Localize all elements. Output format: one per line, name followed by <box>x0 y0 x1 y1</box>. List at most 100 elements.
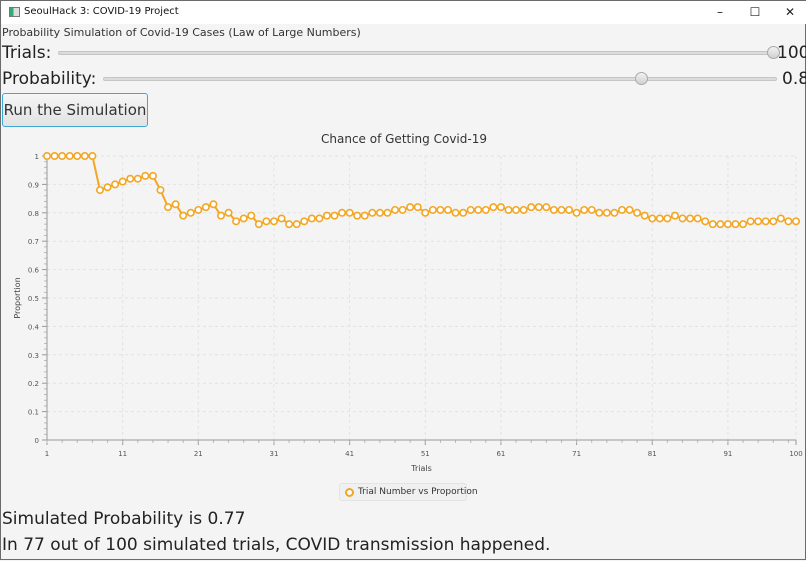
data-point <box>126 174 135 183</box>
data-point <box>217 211 226 220</box>
data-point <box>504 205 513 214</box>
data-point <box>542 203 551 212</box>
data-point <box>557 205 566 214</box>
data-point <box>587 205 596 214</box>
data-point <box>474 205 483 214</box>
data-point <box>723 220 732 229</box>
x-tick-label: 81 <box>648 450 657 458</box>
x-axis-label: Trials <box>410 464 432 473</box>
data-point <box>391 205 400 214</box>
y-tick-label: 0.1 <box>28 409 39 417</box>
data-point <box>443 205 452 214</box>
data-point <box>565 205 574 214</box>
x-tick-label: 41 <box>345 450 354 458</box>
data-point <box>80 152 89 161</box>
data-point <box>406 203 415 212</box>
data-point <box>746 217 755 226</box>
data-point <box>73 152 82 161</box>
page-header: Probability Simulation of Covid-19 Cases… <box>2 26 361 39</box>
data-point <box>421 208 430 217</box>
data-point <box>353 211 362 220</box>
chart-legend: Trial Number vs Proportion <box>339 483 478 501</box>
data-point <box>50 152 59 161</box>
data-point <box>580 205 589 214</box>
data-point <box>527 203 536 212</box>
x-tick-label: 1 <box>45 450 49 458</box>
data-point <box>686 214 695 223</box>
close-button[interactable]: ✕ <box>784 5 796 19</box>
data-point <box>633 208 642 217</box>
data-point <box>232 217 241 226</box>
data-point <box>118 177 127 186</box>
data-point <box>322 211 331 220</box>
data-point <box>111 180 120 189</box>
data-point <box>731 220 740 229</box>
window-title: SeoulHack 3: COVID-19 Project <box>24 6 179 17</box>
x-tick-label: 11 <box>118 450 127 458</box>
data-point <box>95 186 104 195</box>
x-tick-label: 21 <box>194 450 203 458</box>
data-point <box>171 200 180 209</box>
trials-slider-thumb[interactable] <box>767 46 780 59</box>
minimize-button[interactable]: – <box>717 5 723 19</box>
simulated-probability-text: Simulated Probability is 0.77 <box>2 509 246 529</box>
data-point <box>776 214 785 223</box>
data-point <box>610 208 619 217</box>
data-point <box>428 205 437 214</box>
data-point <box>451 208 460 217</box>
data-point <box>670 211 679 220</box>
trials-value: 100 <box>777 43 806 63</box>
y-tick-label: 0.4 <box>28 323 40 331</box>
data-point <box>133 174 142 183</box>
probability-value: 0.8 <box>782 69 806 89</box>
x-tick-label: 91 <box>723 450 732 458</box>
simulation-summary-text: In 77 out of 100 simulated trials, COVID… <box>2 535 551 555</box>
probability-slider-thumb[interactable] <box>635 72 649 85</box>
title-bar: SeoulHack 3: COVID-19 Project – ☐ ✕ <box>1 1 806 24</box>
probability-slider[interactable] <box>103 77 777 81</box>
legend-label: Trial Number vs Proportion <box>358 487 478 497</box>
series-line <box>47 155 796 226</box>
data-point <box>648 214 657 223</box>
data-point <box>254 220 263 229</box>
data-point <box>209 200 218 209</box>
y-tick-label: 0.5 <box>28 295 39 303</box>
data-point <box>459 208 468 217</box>
data-point <box>739 220 748 229</box>
y-tick-label: 0.3 <box>28 352 39 360</box>
data-point <box>194 205 203 214</box>
data-point <box>368 208 377 217</box>
chart-title: Chance of Getting Covid-19 <box>321 132 487 146</box>
data-point <box>42 152 51 161</box>
run-simulation-button[interactable]: Run the Simulation <box>2 93 148 127</box>
data-point <box>534 203 543 212</box>
data-point <box>307 214 316 223</box>
data-point <box>519 205 528 214</box>
x-tick-label: 71 <box>572 450 581 458</box>
data-point <box>224 208 233 217</box>
data-point <box>330 211 339 220</box>
data-point <box>655 214 664 223</box>
data-point <box>201 203 210 212</box>
app-icon <box>9 7 20 17</box>
y-tick-label: 0.9 <box>28 181 39 189</box>
y-tick-label: 1 <box>35 153 39 161</box>
maximize-button[interactable]: ☐ <box>749 5 761 19</box>
data-point <box>383 208 392 217</box>
y-axis-label: Proportion <box>13 277 22 318</box>
data-point <box>269 217 278 226</box>
data-point <box>285 220 294 229</box>
data-point <box>375 208 384 217</box>
data-point <box>338 208 347 217</box>
data-point <box>625 205 634 214</box>
data-point <box>413 203 422 212</box>
data-point <box>663 214 672 223</box>
data-point <box>398 205 407 214</box>
data-point <box>481 205 490 214</box>
data-point <box>292 220 301 229</box>
data-point <box>708 220 717 229</box>
data-point <box>693 214 702 223</box>
y-tick-label: 0.6 <box>28 267 40 275</box>
data-point <box>572 208 581 217</box>
